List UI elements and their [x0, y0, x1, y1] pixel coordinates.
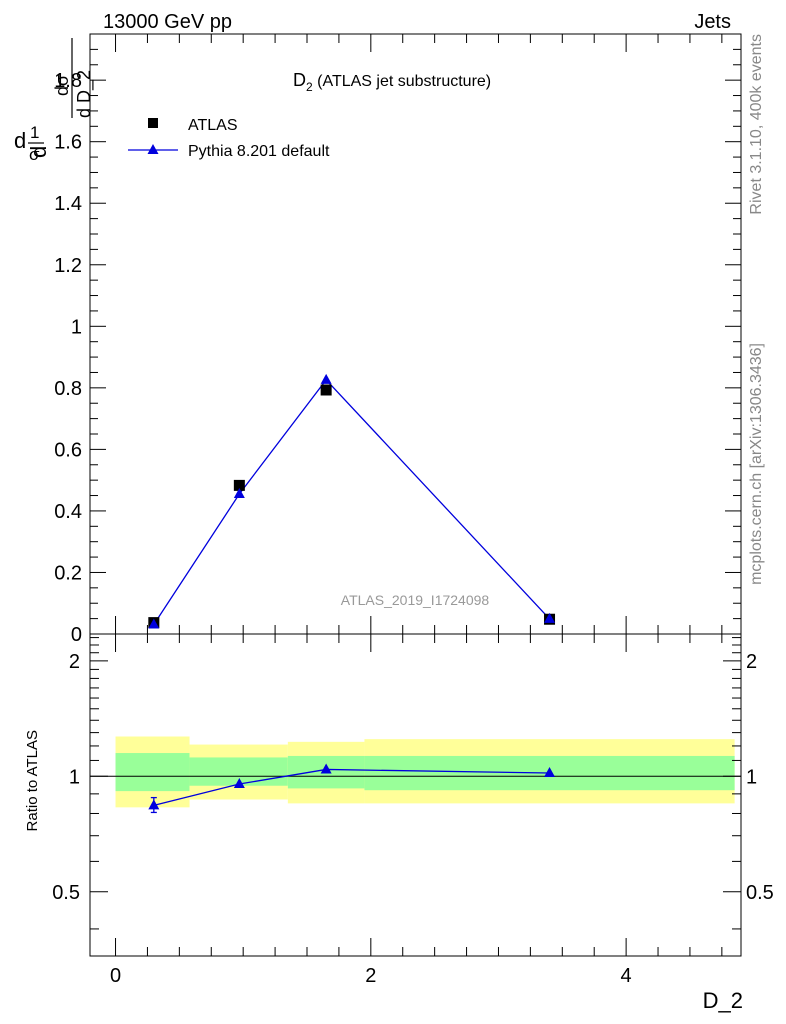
legend-mc-marker: [147, 144, 159, 154]
main-ytick-label: 0.8: [54, 378, 82, 400]
header-left: 13000 GeV pp: [103, 11, 232, 33]
main-ytick-label: 1: [71, 316, 82, 338]
ratio-mc-point: [544, 767, 556, 778]
ylabel-d2: d: [26, 146, 51, 158]
ratio-ytick-label-right: 2: [746, 651, 757, 673]
legend-mc-label: Pythia 8.201 default: [188, 143, 330, 160]
legend-atlas-label: ATLAS: [188, 117, 238, 134]
main-ytick-label: 1.2: [54, 255, 82, 277]
ylabel-d1: d: [14, 128, 26, 153]
ratio-band-inner: [115, 753, 190, 792]
xtick-label: 4: [621, 965, 632, 987]
rivet-label: Rivet 3.1.10, 400k events: [748, 34, 765, 215]
ylabel-one: 1: [30, 123, 39, 142]
ratio-ytick-label-right: 1: [746, 766, 757, 788]
xaxis-label: D_2: [703, 988, 743, 1013]
legend: ATLAS Pythia 8.201 default: [128, 117, 330, 160]
main-ytick-label: 1.4: [54, 193, 82, 215]
main-title-rest: (ATLAS jet substructure): [313, 73, 491, 90]
main-title-d: D: [293, 70, 306, 90]
main-ytick-label: 1.6: [54, 132, 82, 154]
mc-point: [320, 373, 332, 384]
xtick-label: 0: [110, 965, 121, 987]
analysis-watermark: ATLAS_2019_I1724098: [341, 592, 490, 608]
ratio-mc-line: [153, 768, 550, 806]
ratio-frame: [89, 633, 742, 957]
mc-point: [148, 618, 160, 629]
ratio-ylabel: Ratio to ATLAS: [24, 730, 41, 831]
main-ytick-label: 0.4: [54, 501, 82, 523]
ylabel-sigma: σ: [29, 145, 40, 164]
ratio-plot-area: 0.5 0.5 1 1 2 2 0 2 4: [52, 634, 774, 987]
mc-point: [544, 612, 556, 623]
main-ytick-label: 1.8: [54, 70, 82, 92]
ratio-ytick-label-left: 1: [69, 766, 80, 788]
atlas-point: [233, 479, 245, 491]
ylabel-dsigma: dσ: [52, 75, 72, 96]
mc-point: [233, 488, 245, 498]
ratio-ytick-label-left: 2: [69, 651, 80, 673]
ratio-mc-point: [148, 799, 160, 810]
main-ytick-label: 0.2: [54, 562, 82, 584]
mcplots-label: mcplots.cern.ch [arXiv:1306.3436]: [748, 343, 765, 585]
ratio-mc-point: [320, 763, 332, 774]
main-ytick-label: 0.6: [54, 439, 82, 461]
header-right: Jets: [694, 11, 731, 33]
xtick-label: 2: [365, 965, 376, 987]
ratio-mc-point: [233, 777, 245, 788]
ratio-ytick-label-right: 0.5: [746, 882, 774, 904]
legend-atlas-marker: [148, 118, 158, 128]
main-ytick-label: 0: [71, 624, 82, 646]
mc-line: [153, 378, 551, 625]
ratio-ytick-label-left: 0.5: [52, 882, 80, 904]
main-title-sub: 2: [306, 80, 313, 94]
atlas-point: [320, 384, 332, 396]
main-title: D2 (ATLAS jet substructure): [293, 70, 491, 94]
